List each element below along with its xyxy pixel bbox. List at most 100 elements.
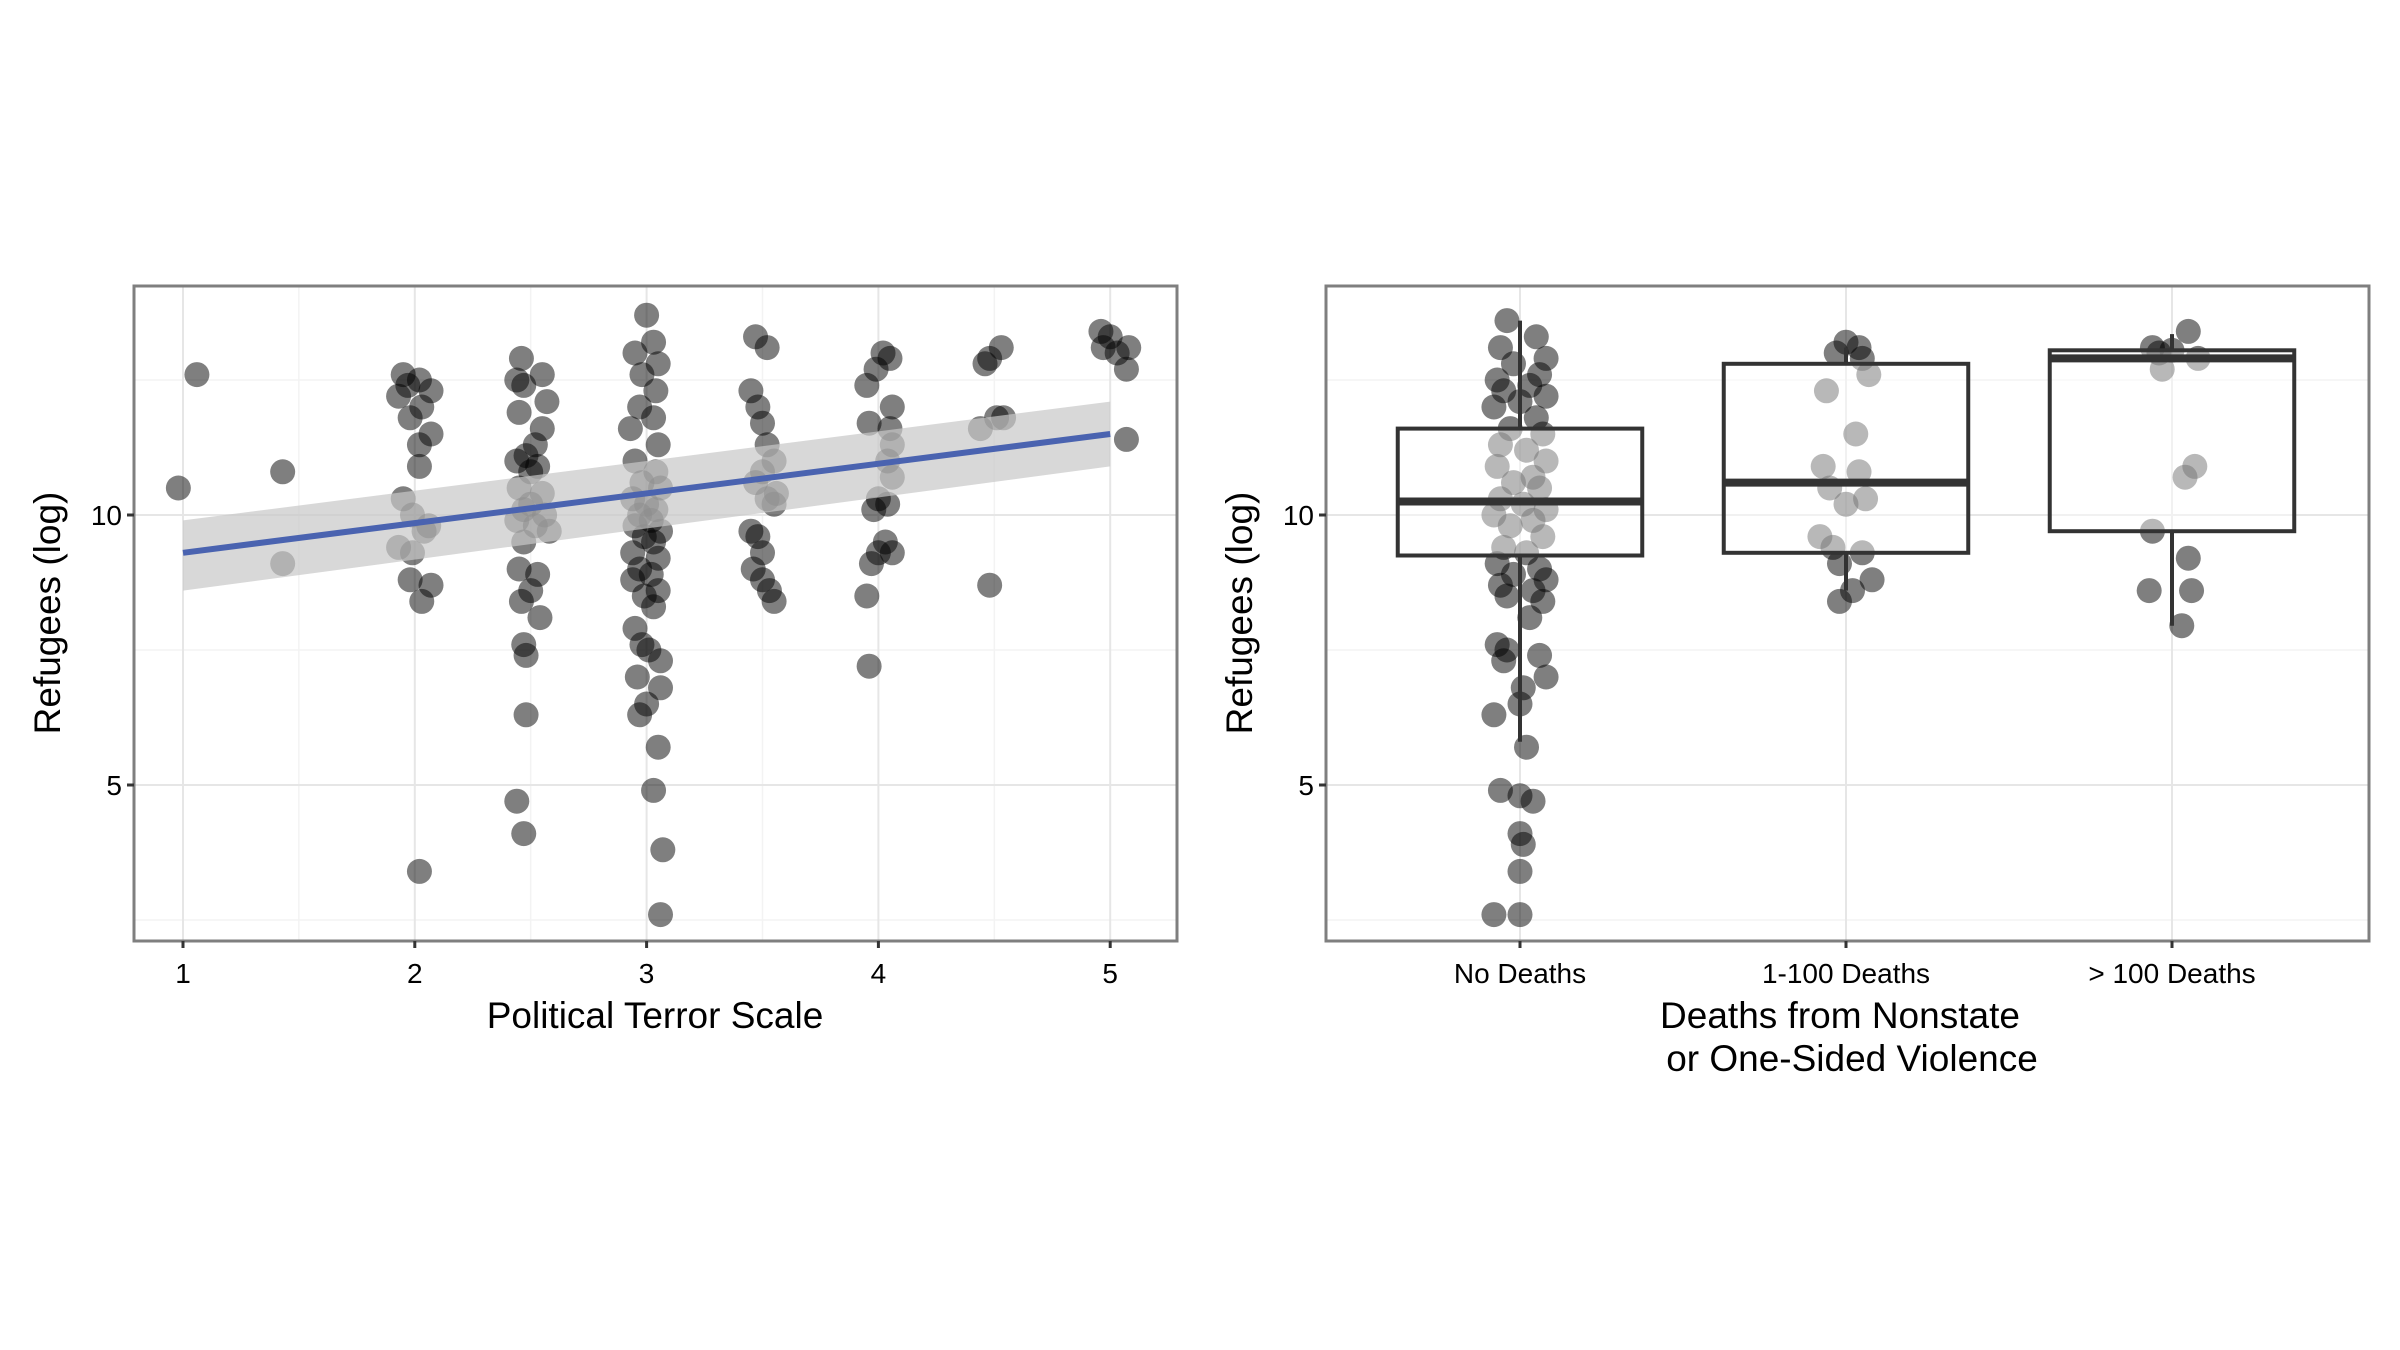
- data-point: [2179, 578, 2205, 604]
- x-tick-label: 1-100 Deaths: [1762, 958, 1930, 989]
- data-point: [650, 837, 676, 863]
- data-point: [879, 540, 905, 566]
- data-point: [1491, 648, 1517, 674]
- data-point: [1843, 421, 1869, 447]
- y-tick-label: 10: [1283, 500, 1314, 531]
- data-point: [648, 902, 674, 928]
- data-point: [513, 642, 539, 668]
- box: [1395, 426, 1645, 558]
- data-point: [511, 821, 537, 847]
- data-point: [1523, 324, 1549, 350]
- data-point: [856, 410, 882, 436]
- data-point: [627, 702, 653, 728]
- regression-line: [182, 431, 1111, 556]
- data-point: [641, 329, 667, 355]
- data-point: [397, 567, 423, 593]
- data-point: [2136, 578, 2162, 604]
- data-point: [409, 588, 435, 614]
- y-tick-label: 5: [106, 770, 122, 801]
- data-point: [2149, 356, 2175, 382]
- data-point: [856, 653, 882, 679]
- data-point: [1826, 588, 1852, 614]
- data-point: [1481, 702, 1507, 728]
- data-point: [2175, 545, 2201, 571]
- data-point: [858, 551, 884, 577]
- right-x-axis-title-line2: or One-Sided Violence: [1666, 1038, 2038, 1079]
- data-point: [1484, 453, 1510, 479]
- x-tick-label: 4: [871, 958, 887, 989]
- data-point: [2175, 318, 2201, 344]
- right-x-axis-title-line1: Deaths from Nonstate: [1660, 995, 2020, 1036]
- left-x-axis-title: Political Terror Scale: [487, 995, 824, 1036]
- x-tick-label: No Deaths: [1454, 958, 1586, 989]
- data-point: [1823, 340, 1849, 366]
- data-point: [1520, 788, 1546, 814]
- data-point: [643, 378, 669, 404]
- panel-border: [132, 284, 1179, 943]
- data-point: [641, 594, 667, 620]
- data-point: [406, 432, 432, 458]
- data-point: [629, 362, 655, 388]
- data-point: [513, 702, 539, 728]
- data-point: [617, 416, 643, 442]
- data-point: [624, 664, 650, 690]
- data-point: [1856, 362, 1882, 388]
- data-point: [622, 340, 648, 366]
- data-point: [1810, 453, 1836, 479]
- data-point: [529, 362, 555, 388]
- data-point: [761, 588, 787, 614]
- data-point: [2169, 613, 2195, 639]
- data-point: [854, 372, 880, 398]
- data-point: [1487, 432, 1513, 458]
- data-point: [511, 372, 537, 398]
- x-tick-label: 1: [175, 958, 191, 989]
- data-point: [406, 858, 432, 884]
- data-point: [527, 605, 553, 631]
- data-point: [1514, 437, 1540, 463]
- data-point: [1533, 664, 1559, 690]
- box: [2047, 348, 2297, 534]
- data-point: [861, 497, 887, 523]
- data-point: [1507, 858, 1533, 884]
- x-tick-label: 5: [1102, 958, 1118, 989]
- data-point: [1853, 486, 1879, 512]
- data-point: [754, 335, 780, 361]
- box: [1721, 361, 1971, 555]
- data-point: [1113, 356, 1139, 382]
- data-point: [1113, 426, 1139, 452]
- data-point: [645, 432, 671, 458]
- data-point: [1527, 475, 1553, 501]
- data-point: [1494, 308, 1520, 334]
- data-point: [879, 394, 905, 420]
- data-point: [1481, 394, 1507, 420]
- data-point: [506, 399, 532, 425]
- data-point: [397, 405, 423, 431]
- data-point: [634, 302, 660, 328]
- data-point: [1487, 777, 1513, 803]
- data-point: [1826, 551, 1852, 577]
- data-point: [648, 675, 674, 701]
- data-point: [1517, 605, 1543, 631]
- left-y-axis-title: Refugees (log): [27, 492, 68, 735]
- x-tick-label: > 100 Deaths: [2088, 958, 2255, 989]
- data-point: [750, 410, 775, 436]
- data-point: [1846, 459, 1872, 485]
- data-point: [1833, 491, 1859, 517]
- data-point: [1533, 383, 1559, 409]
- data-point: [508, 345, 534, 371]
- data-point: [1510, 831, 1536, 857]
- data-point: [648, 648, 674, 674]
- boxplot-panel: 5 10 No Deaths 1-100 Deaths > 100 Deaths: [1283, 284, 2371, 989]
- data-point: [2172, 464, 2198, 490]
- y-tick-label: 10: [91, 500, 122, 531]
- data-point: [1514, 734, 1540, 760]
- x-tick-label: 3: [639, 958, 655, 989]
- data-point: [977, 572, 1003, 598]
- data-point: [1527, 642, 1553, 668]
- data-point: [386, 383, 412, 409]
- data-point: [1507, 902, 1533, 928]
- data-point: [504, 788, 530, 814]
- data-point: [165, 475, 191, 501]
- data-point: [270, 459, 296, 485]
